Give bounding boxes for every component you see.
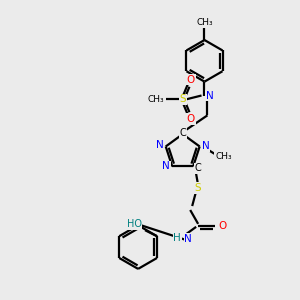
Text: C: C bbox=[195, 164, 202, 173]
Text: CH₃: CH₃ bbox=[196, 18, 213, 27]
Text: O: O bbox=[187, 114, 195, 124]
Text: S: S bbox=[179, 94, 186, 104]
Text: N: N bbox=[162, 161, 170, 171]
Text: O: O bbox=[219, 221, 227, 231]
Text: N: N bbox=[202, 142, 209, 152]
Text: O: O bbox=[187, 75, 195, 85]
Text: C: C bbox=[179, 128, 186, 138]
Text: H: H bbox=[173, 233, 181, 243]
Text: CH₃: CH₃ bbox=[215, 152, 232, 161]
Text: CH₃: CH₃ bbox=[148, 95, 164, 104]
Text: N: N bbox=[184, 234, 192, 244]
Text: HO: HO bbox=[127, 219, 142, 229]
Text: N: N bbox=[156, 140, 164, 151]
Text: N: N bbox=[206, 91, 213, 100]
Text: S: S bbox=[195, 183, 201, 193]
